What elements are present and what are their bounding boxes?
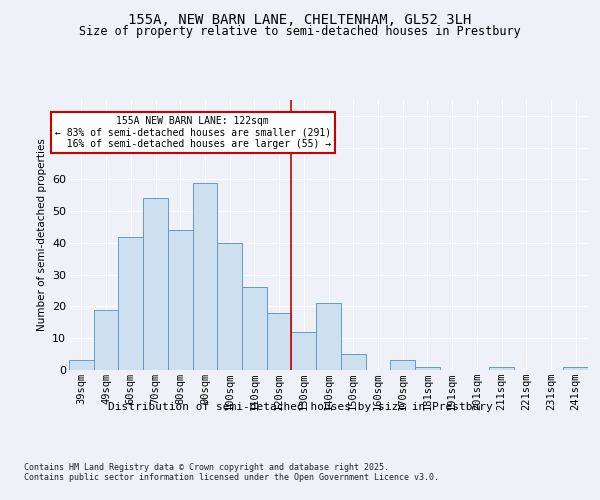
Bar bbox=[118, 236, 143, 370]
Text: 155A, NEW BARN LANE, CHELTENHAM, GL52 3LH: 155A, NEW BARN LANE, CHELTENHAM, GL52 3L… bbox=[128, 12, 472, 26]
Bar bbox=[267, 313, 292, 370]
Y-axis label: Number of semi-detached properties: Number of semi-detached properties bbox=[37, 138, 47, 332]
Text: Size of property relative to semi-detached houses in Prestbury: Size of property relative to semi-detach… bbox=[79, 25, 521, 38]
Bar bbox=[489, 367, 514, 370]
Bar bbox=[341, 354, 365, 370]
Text: Contains public sector information licensed under the Open Government Licence v3: Contains public sector information licen… bbox=[24, 472, 439, 482]
Bar bbox=[292, 332, 316, 370]
Bar bbox=[94, 310, 118, 370]
Bar bbox=[563, 367, 588, 370]
Text: 155A NEW BARN LANE: 122sqm
← 83% of semi-detached houses are smaller (291)
  16%: 155A NEW BARN LANE: 122sqm ← 83% of semi… bbox=[55, 116, 331, 149]
Text: Contains HM Land Registry data © Crown copyright and database right 2025.: Contains HM Land Registry data © Crown c… bbox=[24, 462, 389, 471]
Bar bbox=[193, 182, 217, 370]
Bar bbox=[217, 243, 242, 370]
Text: Distribution of semi-detached houses by size in Prestbury: Distribution of semi-detached houses by … bbox=[107, 402, 493, 412]
Bar bbox=[415, 367, 440, 370]
Bar bbox=[390, 360, 415, 370]
Bar bbox=[143, 198, 168, 370]
Bar bbox=[316, 304, 341, 370]
Bar bbox=[69, 360, 94, 370]
Bar bbox=[242, 288, 267, 370]
Bar bbox=[168, 230, 193, 370]
